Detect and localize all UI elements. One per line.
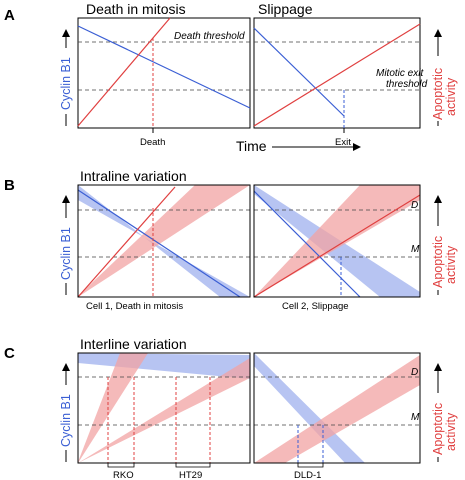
panel-a-right-axis: Apoptotic activity <box>431 29 458 126</box>
panel-b-m-label: M <box>411 244 420 255</box>
panel-a-plot-right <box>253 17 421 133</box>
death-threshold-label: Death threshold <box>174 31 245 42</box>
panel-b-caption-right: Cell 2, Slippage <box>282 301 349 312</box>
panel-b-right-axis: Apoptotic activity <box>431 195 458 295</box>
exit-threshold-label-1: Mitotic exit <box>376 68 424 79</box>
panel-a-title-slippage: Slippage <box>258 1 313 17</box>
svg-text:activity: activity <box>444 412 458 451</box>
panel-c-label: C <box>4 345 15 362</box>
svg-text:Cyclin B1: Cyclin B1 <box>59 227 73 280</box>
svg-text:activity: activity <box>444 245 458 284</box>
panel-a-left-axis: Cyclin B1 <box>59 29 73 126</box>
panel-b-plot-right <box>253 184 421 298</box>
panel-b-title: Intraline variation <box>80 168 187 184</box>
panel-a-plot-left <box>77 17 251 133</box>
panel-c-m-label: M <box>411 412 420 423</box>
cell-line-dld1: DLD-1 <box>294 470 321 480</box>
panel-a-title-death: Death in mitosis <box>86 1 186 17</box>
panel-b-left-axis: Cyclin B1 <box>59 195 73 295</box>
panel-b-plot-left <box>77 184 251 298</box>
cyclin-line <box>253 27 345 117</box>
panel-b-caption-left: Cell 1, Death in mitosis <box>86 301 183 312</box>
svg-text:Cyclin B1: Cyclin B1 <box>59 57 73 110</box>
panel-c-right-axis: Apoptotic activity <box>431 363 458 462</box>
panel-a-label: A <box>4 7 15 24</box>
svg-text:activity: activity <box>444 77 458 116</box>
panel-c-title: Interline variation <box>80 336 187 352</box>
panel-b-d-label: D <box>411 200 418 211</box>
cell-line-ht29: HT29 <box>179 470 202 480</box>
svg-text:Cyclin B1: Cyclin B1 <box>59 394 73 447</box>
apoptotic-line <box>77 17 171 127</box>
exit-tick-label: Exit <box>335 137 351 148</box>
panel-c-d-label: D <box>411 367 418 378</box>
panel-c-plot-right <box>253 352 421 468</box>
panel-c-left-axis: Cyclin B1 <box>59 363 73 462</box>
apoptotic-line <box>253 23 421 127</box>
svg-text:Apoptotic: Apoptotic <box>431 68 445 120</box>
cyclin-line <box>77 25 251 109</box>
panel-c-plot-left <box>77 352 251 468</box>
cell-line-rko: RKO <box>113 470 134 480</box>
svg-text:Apoptotic: Apoptotic <box>431 236 445 288</box>
panel-b-label: B <box>4 177 15 194</box>
svg-text:Apoptotic: Apoptotic <box>431 403 445 455</box>
exit-threshold-label-2: threshold <box>386 79 428 90</box>
death-tick-label: Death <box>140 137 165 148</box>
time-label: Time <box>236 138 267 154</box>
